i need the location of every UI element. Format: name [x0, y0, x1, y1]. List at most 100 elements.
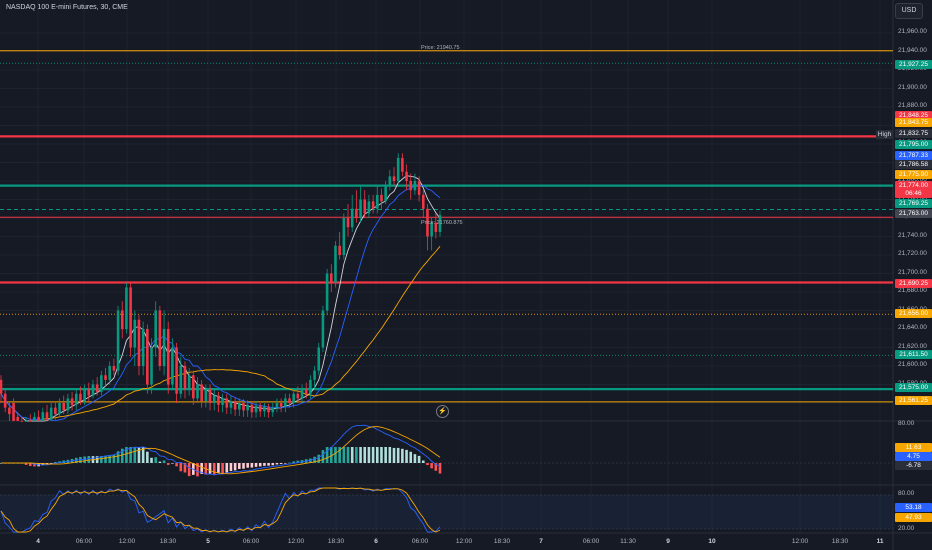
- candle-body: [438, 215, 442, 232]
- candle-body: [405, 171, 408, 181]
- candle-body: [258, 405, 262, 412]
- candle-body: [313, 370, 316, 380]
- candle-body: [54, 407, 57, 415]
- price-tag: 21,848.25: [895, 111, 932, 120]
- candle-body: [375, 194, 379, 209]
- candle-body: [363, 199, 367, 214]
- time-tick-label: 12:00: [287, 538, 305, 545]
- macd-histogram-bar: [83, 456, 86, 463]
- ma-fast-line: [0, 175, 441, 422]
- macd-histogram-bar: [334, 447, 337, 463]
- candle-body: [426, 208, 429, 237]
- macd-histogram-bar: [417, 455, 421, 463]
- candle-body: [8, 407, 11, 415]
- candle-body: [254, 405, 258, 413]
- candle-body: [166, 329, 170, 385]
- macd-histogram-bar: [200, 463, 203, 474]
- candle-body: [342, 218, 346, 255]
- candle-body: [321, 310, 325, 348]
- price-levels[interactable]: [0, 50, 893, 403]
- price-tag: 21,775.90: [895, 170, 932, 179]
- candle-body: [250, 404, 254, 413]
- candle-body: [225, 398, 229, 408]
- macd-histogram-bar: [233, 463, 237, 471]
- candle-body: [434, 222, 438, 232]
- price-tick-label: 21,700.00: [898, 268, 927, 276]
- macd-histogram-bar: [271, 463, 275, 466]
- time-tick-label: 06:00: [411, 538, 429, 545]
- candle-body: [204, 389, 208, 402]
- macd-histogram-bar: [359, 447, 362, 463]
- candle-body: [74, 393, 78, 405]
- macd-histogram-bar: [292, 461, 295, 463]
- currency-button[interactable]: USD: [895, 3, 923, 19]
- price-tick-label: 21,880.00: [898, 102, 927, 109]
- macd-histogram-bar: [363, 447, 367, 463]
- macd-histogram-bar: [313, 456, 316, 463]
- macd-histogram-bar: [217, 463, 220, 473]
- indicator-tag: 4.75: [895, 452, 932, 461]
- macd-histogram-bar: [154, 457, 157, 463]
- candle-body: [212, 395, 216, 403]
- candle-body: [334, 245, 337, 283]
- candle-body: [3, 393, 7, 408]
- macd-histogram-bar: [279, 463, 283, 465]
- macd-histogram-bar: [296, 460, 300, 463]
- indicator-tick-label: 80.00: [898, 490, 915, 497]
- price-tag: 21,611.50: [895, 350, 932, 359]
- macd-histogram-bar: [426, 463, 429, 466]
- price-line-label: Price: 21940.75: [421, 45, 460, 51]
- time-tick-label: 18:30: [159, 538, 177, 545]
- macd-histogram-bar: [246, 463, 249, 468]
- macd-histogram-bar: [384, 447, 387, 463]
- candle-body: [288, 398, 291, 403]
- macd-line: [1, 424, 441, 476]
- macd-histogram-bar: [179, 463, 183, 472]
- candle-body: [183, 366, 187, 390]
- candle-body: [401, 157, 404, 172]
- indicator-tag: 11.63: [895, 443, 932, 452]
- lightning-icon[interactable]: ⚡: [436, 405, 449, 418]
- candle-body: [380, 194, 383, 202]
- time-tick-label: 06:00: [75, 538, 93, 545]
- candle-body: [49, 407, 53, 420]
- macd-histogram-bar: [250, 463, 254, 468]
- macd-histogram-bar: [288, 462, 291, 464]
- candle-body: [146, 329, 149, 385]
- time-tick-label: 12:00: [791, 538, 809, 545]
- macd-histogram-bar: [166, 463, 170, 465]
- macd-histogram-bar: [392, 447, 396, 463]
- candle-body: [179, 366, 183, 394]
- macd-histogram-bar: [137, 447, 141, 463]
- macd-histogram-bar: [325, 447, 329, 463]
- candle-body: [309, 379, 312, 394]
- signal-line: [1, 426, 441, 475]
- price-tick-label: 21,620.00: [898, 342, 927, 350]
- candle-body: [171, 347, 174, 385]
- macd-histogram-bar: [158, 461, 162, 463]
- stoch-d-line: [0, 487, 441, 533]
- candle-body: [208, 389, 212, 403]
- price-tick-label: 21,600.00: [898, 361, 927, 368]
- candle-body: [413, 181, 417, 191]
- candle-body: [162, 329, 166, 366]
- time-tick-label: 11: [876, 538, 884, 545]
- macd-histogram-bar: [413, 454, 417, 463]
- macd-histogram-bar: [375, 447, 379, 463]
- macd-histogram-bar: [221, 463, 224, 474]
- candle-body: [200, 384, 203, 402]
- candle-body: [12, 403, 15, 421]
- candle-body: [238, 403, 241, 410]
- candle-body: [221, 398, 224, 405]
- candle-body: [108, 366, 112, 380]
- candle-body: [129, 287, 132, 348]
- macd-histogram-bar: [396, 447, 400, 463]
- price-tick-label: 21,940.00: [898, 46, 927, 54]
- macd-histogram-bar: [87, 455, 91, 463]
- indicator-tag: 47.93: [895, 513, 932, 522]
- time-tick-label: 12:00: [455, 538, 473, 545]
- candle-body: [91, 384, 95, 396]
- candle-body: [158, 310, 162, 366]
